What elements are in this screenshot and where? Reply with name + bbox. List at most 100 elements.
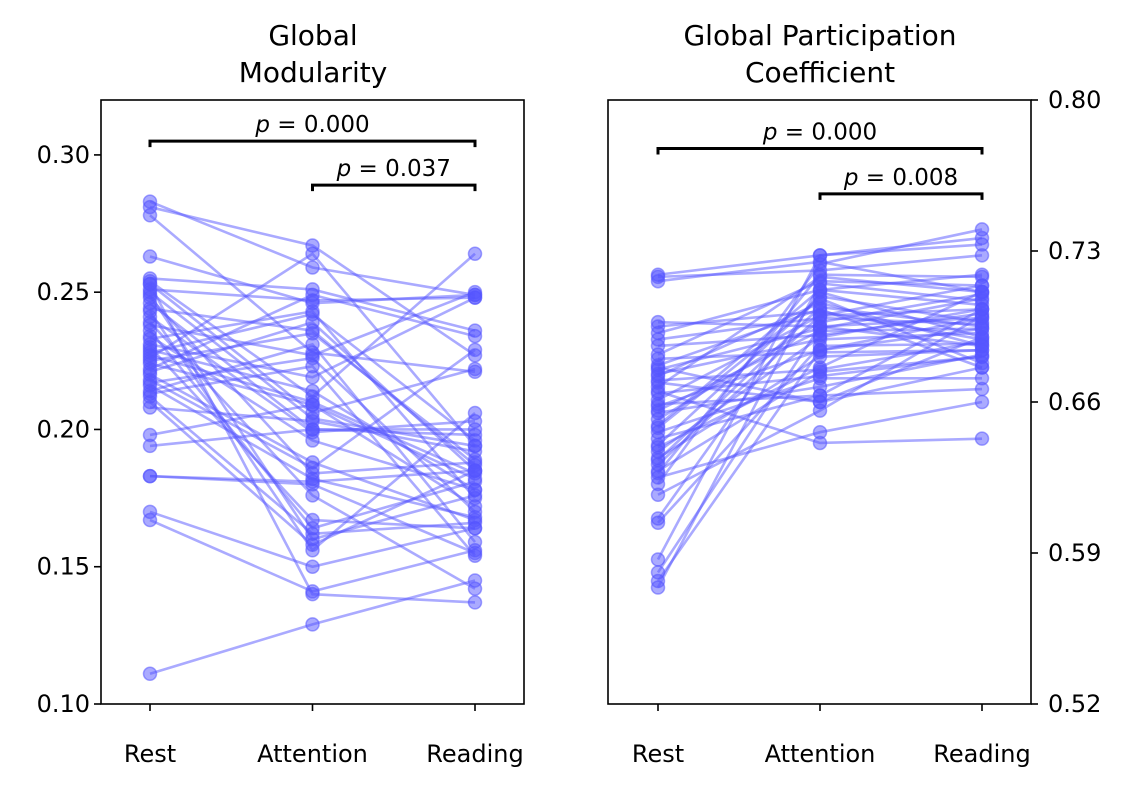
x-tick-label: Rest bbox=[124, 740, 176, 768]
data-point bbox=[812, 435, 828, 451]
data-point bbox=[467, 433, 483, 448]
data-point bbox=[467, 328, 483, 344]
data-point bbox=[142, 468, 158, 484]
chart-panel-2: Global Participation Coefficient Rest Atten… bbox=[607, 19, 1101, 768]
data-point bbox=[650, 487, 666, 503]
data-point bbox=[305, 474, 320, 489]
p-value-label: p = 0.037 bbox=[336, 156, 451, 182]
data-point bbox=[467, 405, 483, 421]
significance-bracket bbox=[311, 183, 477, 192]
data-point bbox=[305, 559, 320, 574]
significance-bracket bbox=[148, 139, 477, 148]
y-tick-label: 0.66 bbox=[1048, 388, 1101, 416]
data-point bbox=[812, 394, 828, 410]
x-tick-label: Reading bbox=[426, 740, 523, 768]
data-point bbox=[974, 319, 990, 334]
data-point bbox=[812, 360, 828, 375]
p-value-label: p = 0.008 bbox=[843, 165, 958, 191]
data-point bbox=[650, 269, 666, 285]
data-point bbox=[305, 543, 320, 558]
data-point bbox=[305, 397, 320, 412]
data-point bbox=[142, 353, 158, 369]
data-point bbox=[142, 287, 158, 303]
data-point bbox=[467, 581, 483, 596]
y-tick-label: 0.30 bbox=[37, 141, 90, 169]
data-point bbox=[305, 287, 320, 303]
data-point bbox=[650, 552, 666, 567]
data-point bbox=[305, 617, 320, 632]
data-point bbox=[974, 269, 990, 285]
data-point bbox=[812, 267, 828, 282]
y-tick-label: 0.15 bbox=[37, 553, 90, 581]
data-point bbox=[467, 290, 483, 305]
data-point bbox=[305, 326, 320, 341]
data-point bbox=[142, 438, 158, 454]
data-point bbox=[467, 452, 483, 467]
chart-title: Global Modularity bbox=[239, 19, 388, 89]
data-point bbox=[812, 299, 828, 315]
data-point bbox=[974, 431, 990, 446]
data-point bbox=[650, 360, 666, 375]
data-point bbox=[974, 284, 990, 300]
p-value-label: p = 0.000 bbox=[762, 120, 877, 146]
y-tick-label: 0.80 bbox=[1048, 86, 1101, 114]
data-point bbox=[650, 515, 666, 531]
data-point bbox=[467, 521, 483, 536]
data-point bbox=[142, 400, 158, 415]
data-point bbox=[305, 488, 320, 503]
chart-title: Global Participation Coefficient bbox=[683, 19, 956, 89]
data-point bbox=[142, 386, 158, 402]
data-point bbox=[812, 342, 828, 358]
data-point bbox=[467, 246, 483, 261]
data-point bbox=[974, 248, 990, 263]
data-point bbox=[305, 512, 320, 528]
data-point bbox=[467, 595, 483, 610]
significance-bracket bbox=[656, 147, 984, 155]
data-point bbox=[467, 504, 483, 520]
y-tick-label: 0.25 bbox=[37, 278, 90, 306]
x-tick-label: Reading bbox=[933, 740, 1030, 768]
data-point bbox=[305, 306, 320, 322]
y-tick-label: 0.20 bbox=[37, 415, 90, 443]
data-point bbox=[467, 342, 483, 358]
series-points bbox=[650, 222, 990, 595]
y-tick-label: 0.10 bbox=[37, 690, 90, 718]
data-point bbox=[142, 315, 158, 330]
data-point bbox=[142, 328, 158, 344]
x-tick-label: Rest bbox=[632, 740, 684, 768]
data-point bbox=[305, 359, 320, 374]
data-point bbox=[142, 208, 158, 223]
p-value-label: p = 0.000 bbox=[254, 112, 369, 138]
data-point bbox=[974, 381, 990, 397]
data-point bbox=[650, 452, 666, 468]
data-point bbox=[650, 420, 666, 436]
data-point bbox=[305, 260, 320, 275]
y-tick-label: 0.73 bbox=[1048, 237, 1101, 265]
data-point bbox=[305, 586, 320, 602]
data-point bbox=[650, 403, 666, 418]
data-point bbox=[467, 543, 483, 558]
data-point bbox=[650, 465, 666, 481]
x-tick-label: Attention bbox=[765, 740, 876, 768]
x-tick-label: Attention bbox=[257, 740, 368, 768]
data-point bbox=[974, 394, 990, 410]
data-point bbox=[650, 580, 666, 595]
data-point bbox=[142, 666, 158, 682]
significance-bracket bbox=[818, 192, 984, 200]
data-point bbox=[650, 440, 666, 455]
data-point bbox=[812, 323, 828, 339]
data-point bbox=[974, 360, 990, 375]
data-point bbox=[142, 512, 158, 528]
data-point bbox=[974, 301, 990, 317]
data-point bbox=[305, 433, 320, 448]
y-tick-label: 0.52 bbox=[1048, 690, 1101, 718]
data-point bbox=[467, 482, 483, 498]
y-tick-label: 0.59 bbox=[1048, 539, 1101, 567]
data-point bbox=[812, 248, 828, 263]
data-point bbox=[142, 249, 158, 264]
chart-panel-1: Global Modularity Rest Attention Reading 0.10… bbox=[37, 19, 525, 768]
data-point bbox=[974, 230, 990, 246]
data-point bbox=[974, 338, 990, 354]
series-points bbox=[142, 194, 483, 682]
